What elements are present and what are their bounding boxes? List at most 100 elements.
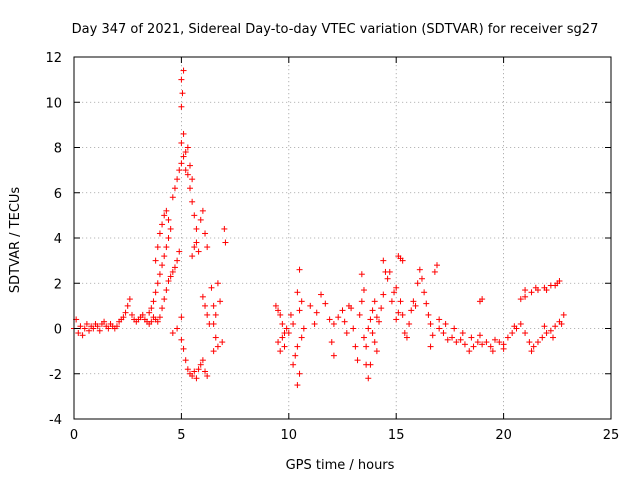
data-point xyxy=(290,361,297,368)
data-point xyxy=(165,235,172,241)
data-point xyxy=(365,325,372,332)
data-point xyxy=(113,323,120,330)
data-point xyxy=(294,289,301,296)
data-point xyxy=(395,309,402,316)
data-point xyxy=(431,268,438,275)
data-point xyxy=(376,318,383,325)
data-point xyxy=(167,225,174,232)
y-tick-label: 10 xyxy=(45,96,62,111)
data-point xyxy=(275,307,282,314)
data-point xyxy=(180,153,187,160)
data-point xyxy=(348,305,355,312)
data-point xyxy=(335,314,342,321)
data-point xyxy=(360,287,367,294)
data-point xyxy=(204,373,211,380)
data-point xyxy=(296,370,303,377)
data-point xyxy=(436,325,443,332)
tick-layer: 0 5 10 15 20 25 -4 -2 0 2 4 6 8 10 12 xyxy=(45,51,619,443)
data-point xyxy=(146,309,153,316)
data-point xyxy=(307,302,314,309)
data-point xyxy=(210,348,217,355)
data-point xyxy=(159,305,166,312)
data-point xyxy=(408,307,415,314)
data-point xyxy=(401,330,408,337)
data-point xyxy=(156,314,163,321)
data-point xyxy=(212,311,219,318)
data-point xyxy=(449,334,456,341)
data-point xyxy=(371,339,378,346)
data-point xyxy=(186,162,193,169)
data-point xyxy=(178,103,185,110)
y-tick-label: 4 xyxy=(54,232,62,247)
data-point xyxy=(509,330,516,337)
data-point xyxy=(522,293,529,300)
data-point xyxy=(500,345,507,352)
data-point xyxy=(184,144,191,151)
data-point xyxy=(298,298,305,305)
data-point xyxy=(350,325,357,332)
data-point xyxy=(277,311,284,318)
data-point xyxy=(169,330,176,337)
data-point xyxy=(272,302,279,309)
data-point xyxy=(496,339,503,346)
y-tick-label: -2 xyxy=(49,368,62,383)
data-point xyxy=(550,334,557,341)
data-point xyxy=(543,287,550,294)
data-point xyxy=(522,330,529,337)
data-point xyxy=(360,334,367,341)
data-point xyxy=(195,366,202,373)
data-point xyxy=(296,266,303,273)
data-point xyxy=(191,368,198,375)
data-point xyxy=(313,309,320,316)
data-point xyxy=(193,225,200,232)
x-tick-label: 10 xyxy=(281,428,298,443)
data-point xyxy=(279,334,286,341)
data-point xyxy=(169,268,176,275)
data-point xyxy=(81,325,88,332)
data-point xyxy=(403,334,410,341)
data-point xyxy=(165,216,172,223)
data-point xyxy=(294,382,301,389)
data-point xyxy=(191,244,198,251)
data-point xyxy=(363,343,370,350)
data-point xyxy=(522,287,529,294)
data-point xyxy=(212,334,219,341)
data-point xyxy=(161,296,168,303)
data-point xyxy=(182,149,189,156)
data-point xyxy=(167,273,174,280)
data-point xyxy=(199,207,206,214)
data-point xyxy=(94,323,101,330)
data-point xyxy=(532,284,539,291)
data-point xyxy=(150,298,157,305)
data-point xyxy=(393,316,400,323)
data-point xyxy=(193,375,200,382)
data-point xyxy=(436,316,443,323)
x-tick-label: 20 xyxy=(495,428,512,443)
data-point xyxy=(122,309,129,316)
data-point xyxy=(330,320,337,327)
data-point xyxy=(397,298,404,305)
data-point xyxy=(339,307,346,314)
data-point xyxy=(184,366,191,373)
data-point xyxy=(560,311,567,318)
y-axis-label: SDTVAR / TECUs xyxy=(8,187,23,294)
data-point xyxy=(152,289,159,296)
x-tick-label: 15 xyxy=(388,428,405,443)
data-point xyxy=(124,302,131,309)
data-point xyxy=(418,275,425,282)
y-tick-label: 12 xyxy=(45,51,62,66)
data-point xyxy=(154,244,161,251)
y-tick-label: -4 xyxy=(49,413,62,428)
data-point xyxy=(425,311,432,318)
data-point xyxy=(163,207,170,214)
data-point xyxy=(429,332,436,339)
data-point xyxy=(159,221,166,228)
data-point xyxy=(421,289,428,296)
data-point xyxy=(461,341,468,348)
data-point xyxy=(476,332,483,339)
y-tick-label: 8 xyxy=(54,142,62,157)
data-point xyxy=(178,139,185,146)
data-point xyxy=(202,230,209,237)
data-point xyxy=(459,330,466,337)
data-point xyxy=(380,291,387,298)
